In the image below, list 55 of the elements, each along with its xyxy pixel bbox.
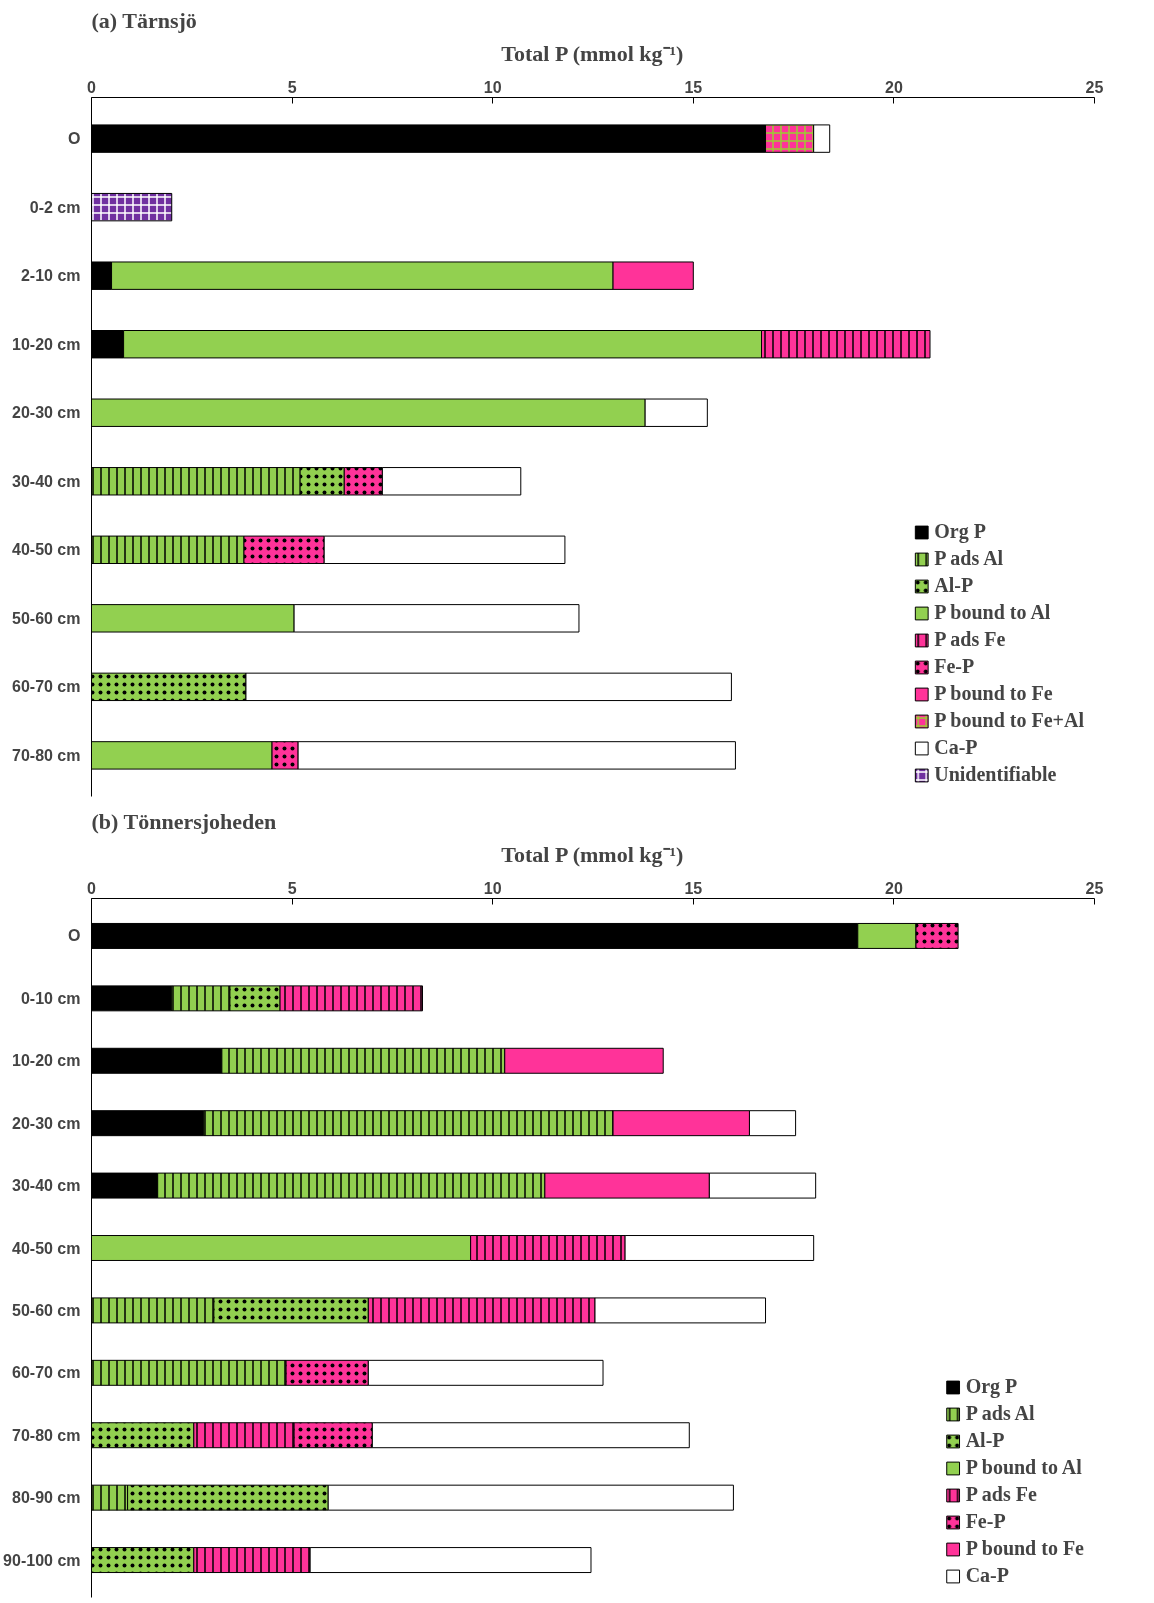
y-tick-label: 70-80 cm	[12, 746, 81, 764]
legend-label: Org P	[934, 520, 986, 543]
legend-label: P ads Al	[934, 547, 1004, 570]
legend-label: Fe-P	[965, 1510, 1006, 1533]
legend-label: Fe-P	[934, 655, 975, 678]
y-tick-label: 50-60 cm	[12, 609, 81, 627]
x-tick-label: 15	[684, 78, 703, 96]
y-tick-label: 30-40 cm	[12, 1177, 81, 1195]
chart-title: (a) Tärnsjö	[91, 7, 197, 33]
x-tick-label: 25	[1085, 879, 1104, 897]
y-tick-label: 2-10 cm	[20, 267, 81, 285]
legend-label: P bound to Fe+Al	[934, 709, 1084, 732]
legend-label: P bound to Al	[934, 601, 1051, 624]
y-tick-label: 90-100 cm	[3, 1551, 81, 1569]
y-tick-label: 30-40 cm	[12, 472, 81, 490]
y-tick-label: 0-2 cm	[29, 198, 81, 216]
x-tick-label: 5	[287, 78, 297, 96]
legend-label: P bound to Fe	[965, 1537, 1084, 1560]
y-tick-label: 20-30 cm	[12, 1114, 81, 1132]
legend-label: Unidentifiable	[934, 763, 1057, 786]
x-tick-label: 0	[87, 78, 97, 96]
x-tick-label: 20	[885, 78, 903, 96]
x-axis-title: Total P (mmol kg⁻¹)	[501, 841, 684, 867]
y-tick-label: O	[68, 927, 81, 945]
y-tick-label: 60-70 cm	[12, 1364, 81, 1382]
legend-label: Ca-P	[934, 736, 978, 759]
x-tick-label: 15	[684, 879, 703, 897]
y-tick-label: 10-20 cm	[12, 1052, 81, 1070]
x-tick-label: 25	[1085, 78, 1104, 96]
legend-label: Org P	[965, 1375, 1018, 1398]
y-tick-label: 70-80 cm	[12, 1426, 81, 1444]
legend-label: Al-P	[934, 574, 974, 597]
y-tick-label: O	[68, 130, 81, 148]
y-tick-label: 20-30 cm	[12, 404, 81, 422]
x-tick-label: 20	[885, 879, 903, 897]
legend-label: Ca-P	[965, 1564, 1009, 1587]
x-tick-label: 0	[87, 879, 97, 897]
legend-label: P ads Al	[965, 1402, 1035, 1425]
y-tick-label: 80-90 cm	[12, 1489, 81, 1507]
y-tick-label: 60-70 cm	[12, 678, 81, 696]
y-tick-label: 10-20 cm	[12, 335, 81, 353]
x-tick-label: 10	[483, 879, 502, 897]
y-tick-label: 50-60 cm	[12, 1301, 81, 1319]
y-tick-label: 0-10 cm	[20, 989, 81, 1007]
x-tick-label: 5	[287, 879, 297, 897]
legend-label: P bound to Al	[965, 1456, 1082, 1479]
legend-label: P ads Fe	[934, 628, 1006, 651]
x-axis-title: Total P (mmol kg⁻¹)	[501, 40, 684, 66]
y-tick-label: 40-50 cm	[12, 1239, 81, 1257]
legend-label: P bound to Fe	[934, 682, 1053, 705]
x-tick-label: 10	[483, 78, 502, 96]
chart-title: (b) Tönnersjoheden	[91, 808, 277, 834]
y-tick-label: 40-50 cm	[12, 541, 81, 559]
legend-label: Al-P	[965, 1429, 1005, 1452]
legend-label: P ads Fe	[965, 1483, 1037, 1506]
